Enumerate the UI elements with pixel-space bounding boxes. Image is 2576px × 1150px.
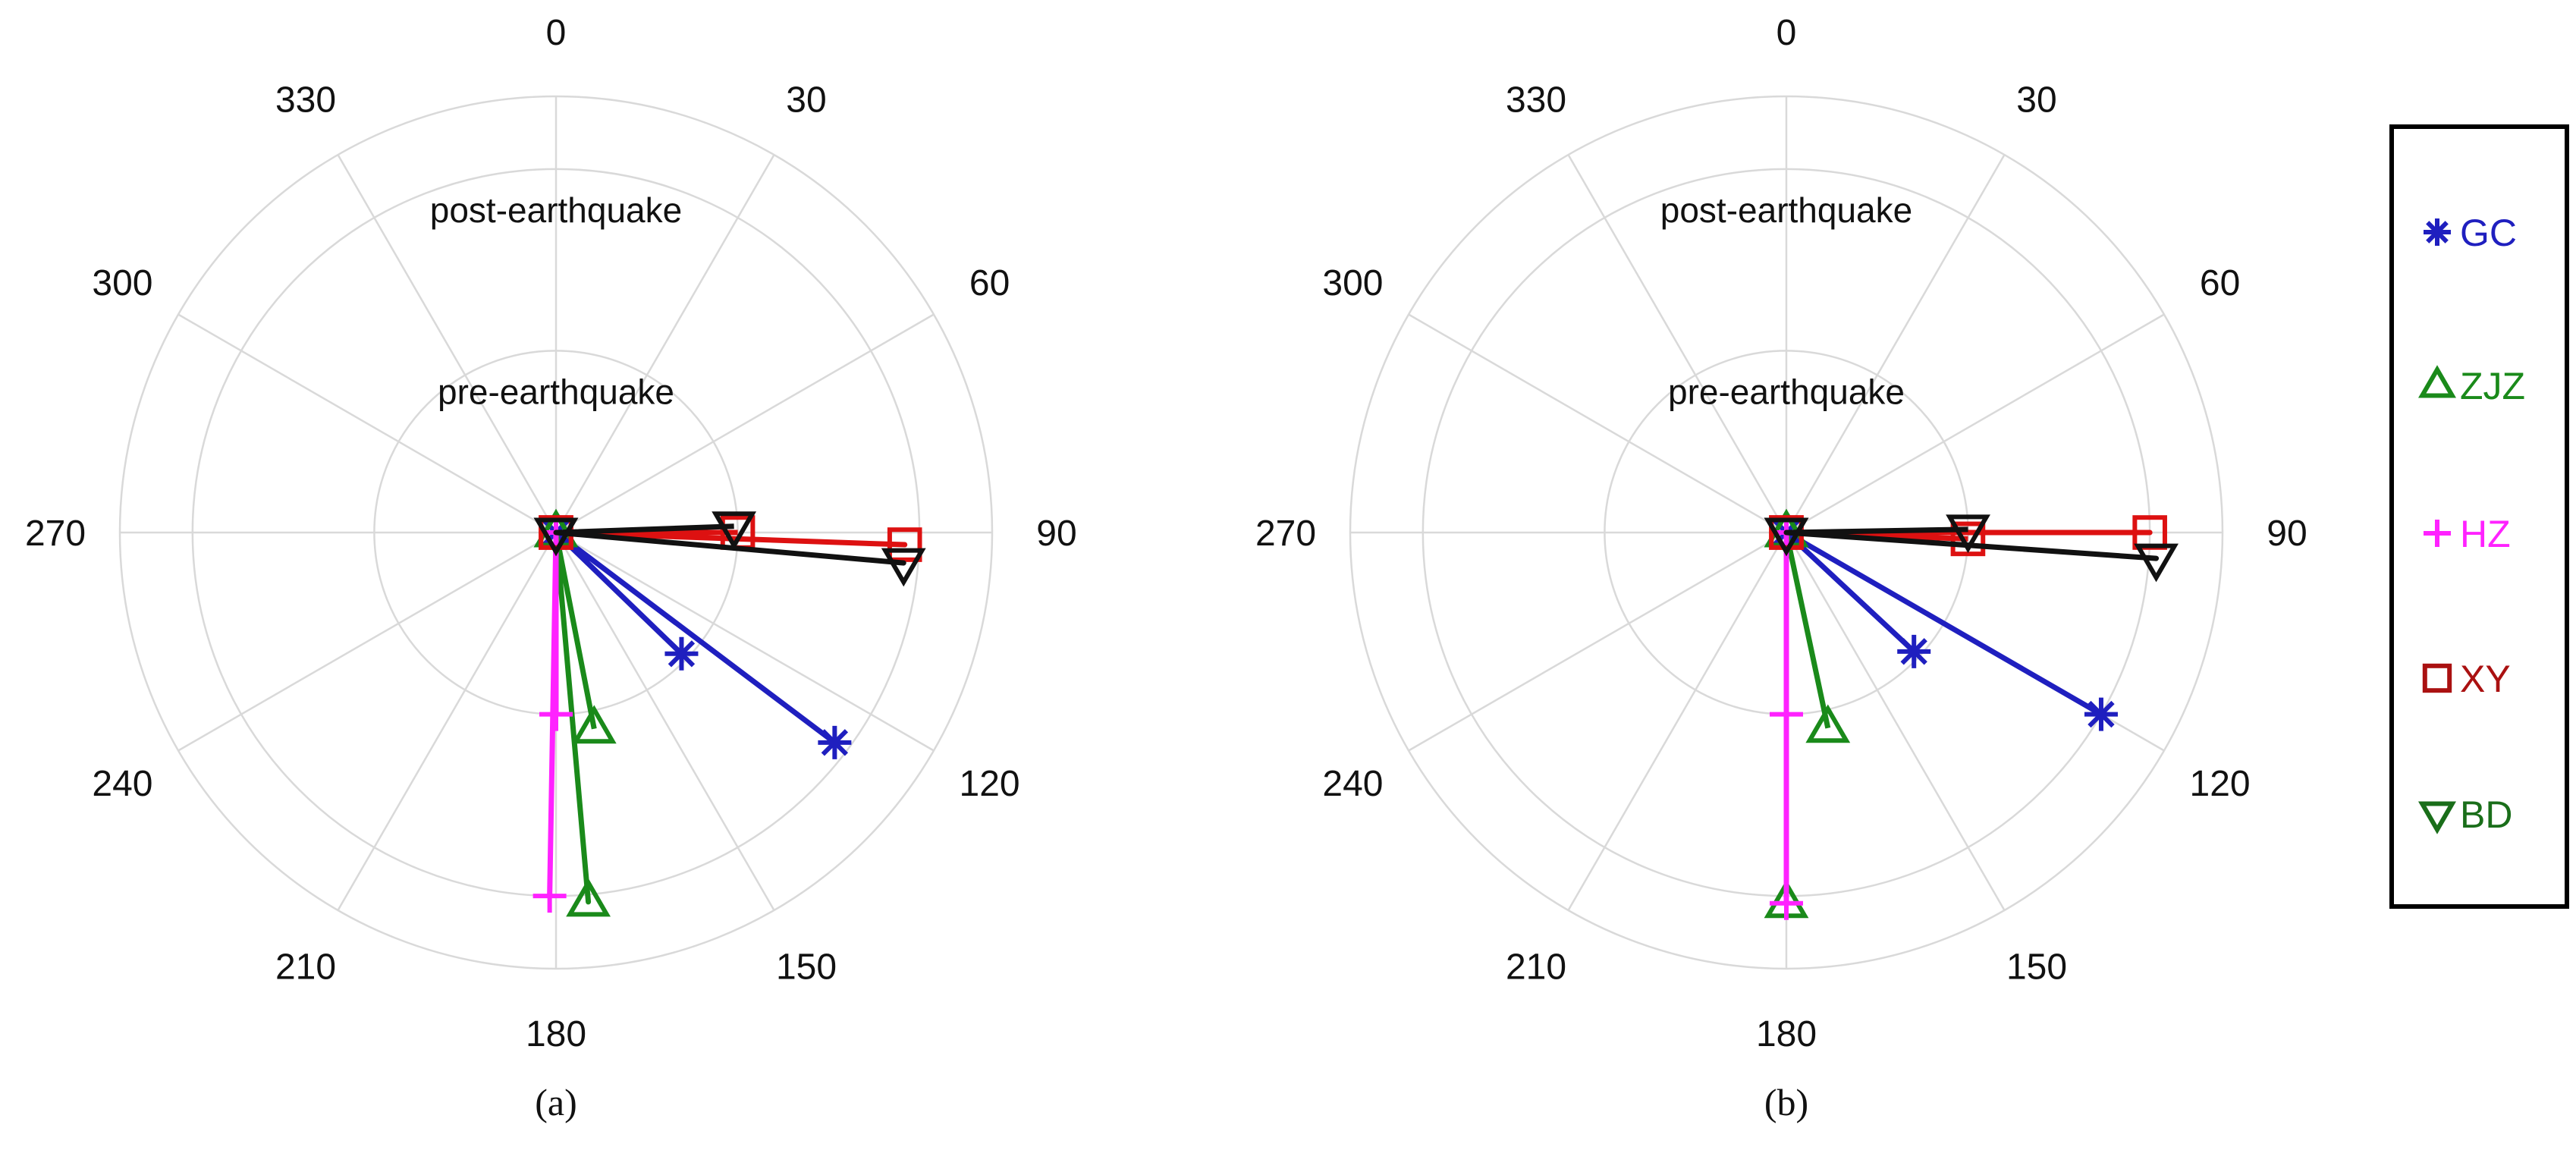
grid-spoke [1408, 313, 1787, 534]
angle-tick-label: 210 [275, 947, 336, 988]
grid-spoke [337, 532, 558, 911]
legend-box [2389, 124, 2569, 909]
ring-label: pre-earthquake [438, 372, 674, 411]
data-point [818, 725, 852, 759]
angle-tick-label: 240 [1322, 764, 1383, 804]
triangle-up-icon [2417, 365, 2457, 398]
angle-tick-label: 0 [546, 13, 567, 53]
data-point [887, 527, 922, 562]
data-point [712, 511, 757, 551]
data-point [532, 879, 567, 913]
grid-spoke [555, 313, 935, 534]
grid-spoke [1567, 154, 1788, 533]
angle-tick-label: 120 [2190, 764, 2251, 804]
angle-tick-label: 150 [2006, 947, 2067, 988]
grid-spoke [337, 154, 558, 533]
angle-tick-label: 240 [92, 764, 152, 804]
grid-spoke [177, 313, 557, 534]
angle-tick-label: 330 [275, 80, 336, 120]
grid-spoke [554, 532, 775, 911]
data-point [1764, 517, 1809, 557]
data-point [1897, 634, 1931, 668]
series-line [553, 529, 597, 905]
legend-label: XY [2460, 658, 2511, 700]
angle-tick-label: 120 [960, 764, 1020, 804]
angle-tick-label: 210 [1506, 947, 1566, 988]
data-point [539, 697, 573, 731]
data-point [881, 548, 926, 587]
grid-spoke [1567, 532, 1788, 911]
angle-tick-label: 300 [92, 263, 152, 303]
data-point [1770, 697, 1803, 731]
legend-item-hz: HZ [2424, 513, 2511, 555]
grid-spoke [177, 531, 557, 752]
asterisk-icon [2424, 218, 2451, 246]
legend-label: GC [2460, 212, 2517, 254]
data-point [571, 705, 617, 744]
grid-spoke [1785, 532, 2006, 911]
legend: GC ZJZ HZ XY BD [2389, 124, 2569, 909]
data-point [1950, 521, 1986, 557]
legend-item-xy: XY [2422, 658, 2511, 700]
square-icon [2422, 663, 2452, 693]
plus-icon [2424, 520, 2451, 547]
data-point [1770, 886, 1803, 920]
data-point [2084, 697, 2118, 731]
legend-item-zjz: ZJZ [2417, 365, 2525, 407]
data-point [533, 517, 579, 557]
polar-chart-a: 0 30 60 90 120 150 180 210 240 270 300 330 pre-earth… [25, 13, 1077, 1123]
grid-spoke [1408, 531, 1787, 752]
legend-label: HZ [2460, 513, 2511, 555]
angle-tick-label: 330 [1506, 80, 1566, 120]
series-line [553, 523, 906, 566]
legend-label: BD [2460, 793, 2512, 836]
ring-label: post-earthquake [1660, 190, 1912, 230]
triangle-down-icon [2417, 801, 2457, 834]
series-bd [1764, 514, 2179, 583]
series-line [1783, 529, 2153, 542]
angle-tick-label: 90 [1036, 514, 1076, 554]
angle-tick-label: 270 [25, 514, 86, 554]
angle-tick-label: 60 [969, 263, 1010, 303]
angle-tick-label: 150 [776, 947, 837, 988]
series-bd [533, 511, 926, 587]
angle-tick-label: 0 [1776, 13, 1797, 53]
data-point [566, 878, 611, 917]
series-line [553, 529, 837, 746]
data-point [1805, 704, 1851, 743]
data-point [1946, 514, 1990, 554]
grid-spoke [1785, 154, 2006, 533]
angle-tick-label: 90 [2267, 514, 2307, 554]
polar-chart-b: 0 30 60 90 120 150 180 210 240 270 300 330 pre-earth… [1255, 13, 2307, 1123]
angle-tick-label: 30 [2016, 80, 2056, 120]
legend-item-gc: GC [2424, 212, 2517, 254]
legend-item-bd: BD [2417, 793, 2512, 836]
legend-label: ZJZ [2460, 365, 2525, 407]
panel-label: (a) [535, 1081, 577, 1123]
grid-spoke [1786, 313, 2165, 534]
grid-spoke [554, 154, 775, 533]
ring-label: post-earthquake [430, 190, 682, 230]
angle-tick-label: 60 [2200, 263, 2240, 303]
ring-label: pre-earthquake [1668, 372, 1905, 411]
panel-label: (b) [1764, 1081, 1808, 1123]
data-point [664, 636, 699, 671]
grid-spoke [555, 531, 935, 752]
angle-tick-label: 30 [786, 80, 826, 120]
angle-tick-label: 300 [1322, 263, 1383, 303]
data-point [2134, 543, 2179, 583]
angle-tick-label: 180 [526, 1014, 586, 1054]
angle-tick-label: 270 [1255, 514, 1316, 554]
angle-tick-label: 180 [1756, 1014, 1817, 1054]
series-line [1783, 529, 2104, 718]
